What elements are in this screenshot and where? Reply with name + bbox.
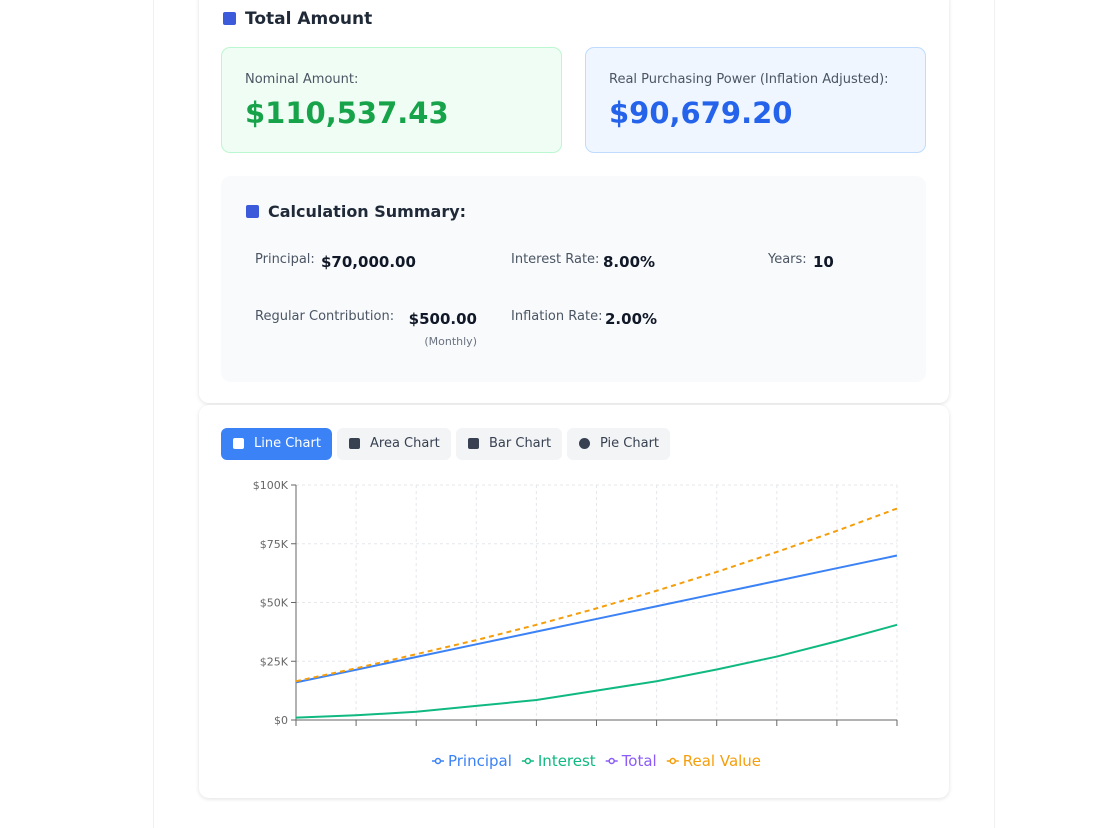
card-label: Nominal Amount:	[245, 72, 359, 87]
section-title: Total Amount	[245, 9, 373, 29]
series-line	[295, 554, 898, 684]
chart-panel	[199, 405, 949, 798]
card-value: $110,537.43	[245, 96, 449, 130]
tab[interactable]: Area Chart	[337, 428, 451, 460]
item-value: 2.00%	[605, 310, 658, 328]
legend-marker	[434, 757, 442, 765]
item-label: Regular Contribution:	[255, 309, 395, 324]
legend-label: Principal	[448, 752, 512, 770]
y-tick-label: $75K	[260, 538, 289, 551]
y-tick-label: $25K	[260, 655, 289, 668]
legend-marker	[524, 757, 532, 765]
tab-label: Pie Chart	[600, 436, 660, 451]
item-note: (Monthly)	[424, 335, 477, 348]
item-value: $70,000.00	[321, 253, 416, 271]
icon	[246, 205, 259, 218]
page-shell	[153, 0, 995, 828]
tab-label: Area Chart	[370, 436, 440, 451]
legend-item: Real Value	[666, 752, 761, 770]
legend-label: Interest	[538, 752, 596, 770]
tab[interactable]: Bar Chart	[456, 428, 563, 460]
item-value: 8.00%	[603, 253, 656, 271]
legend-item: Interest	[521, 752, 596, 770]
legend-marker	[669, 757, 676, 765]
calc-summary: Calculation Summary: Principal: $70,000.…	[221, 176, 926, 382]
summary-title: Calculation Summary:	[268, 202, 467, 221]
card-label: Real Purchasing Power (Inflation Adjuste…	[609, 72, 889, 87]
item-value: $500.00	[408, 310, 477, 328]
item-label: Inflation Rate:	[511, 309, 603, 324]
item-label: Years:	[768, 252, 807, 267]
legend-marker	[608, 757, 615, 765]
y-tick-label: $0	[274, 714, 288, 727]
nominal-card: Nominal Amount: $110,537.43	[221, 47, 562, 153]
item-value: 10	[813, 253, 834, 271]
tab-label: Bar Chart	[489, 436, 552, 451]
y-tick-label: $100K	[253, 479, 289, 492]
legend-label: Real Value	[683, 752, 761, 770]
series-line	[295, 507, 898, 683]
card-value: $90,679.20	[609, 96, 793, 130]
tab[interactable]: Pie Chart	[567, 428, 671, 460]
legend-item: Total	[605, 752, 657, 770]
tab[interactable]: Line Chart	[221, 428, 332, 460]
y-tick-label: $50K	[260, 597, 289, 610]
legend: Principal Interest Total Real Value	[431, 752, 761, 770]
tab-label: Line Chart	[254, 436, 321, 451]
legend-item: Principal	[431, 752, 512, 770]
icon	[223, 12, 236, 25]
real-card: Real Purchasing Power (Inflation Adjuste…	[585, 47, 926, 153]
series-line	[295, 623, 898, 719]
item-label: Principal:	[255, 252, 315, 267]
legend-label: Total	[621, 752, 657, 770]
item-label: Interest Rate:	[511, 252, 600, 267]
